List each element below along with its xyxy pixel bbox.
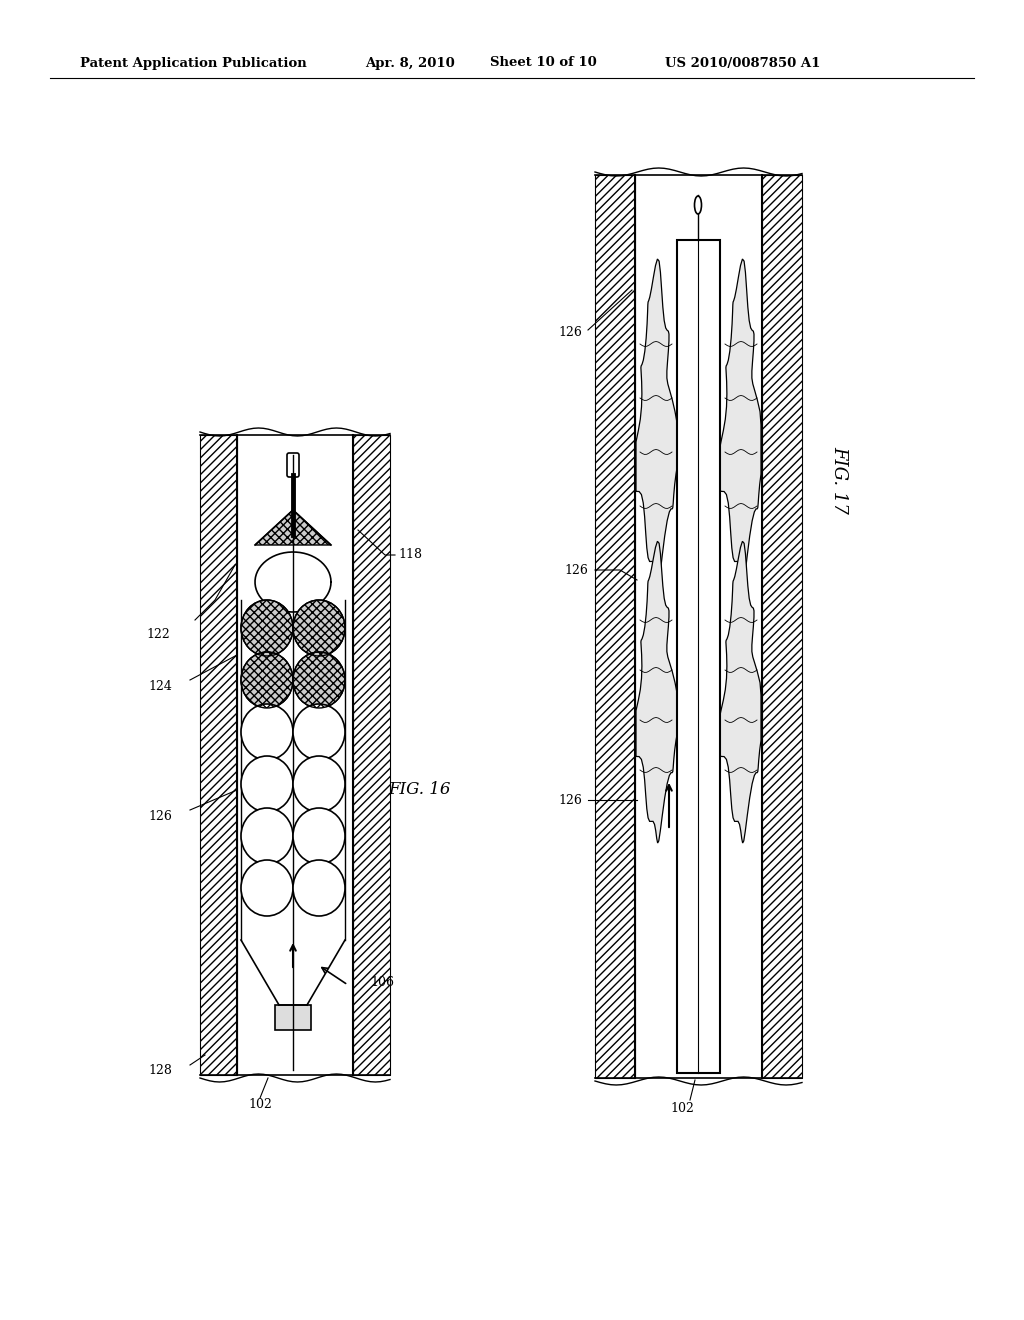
Ellipse shape <box>241 601 293 656</box>
Polygon shape <box>717 259 761 585</box>
Bar <box>677 240 720 1073</box>
Ellipse shape <box>241 652 293 708</box>
Ellipse shape <box>293 601 345 656</box>
Text: 126: 126 <box>558 793 582 807</box>
Bar <box>275 1005 311 1030</box>
Ellipse shape <box>694 195 701 214</box>
Bar <box>762 176 802 1078</box>
Text: 126: 126 <box>564 564 588 577</box>
Text: 124: 124 <box>148 680 172 693</box>
Text: 126: 126 <box>558 326 582 339</box>
Text: 102: 102 <box>670 1101 694 1114</box>
Text: FIG. 16: FIG. 16 <box>388 781 451 799</box>
Ellipse shape <box>293 861 345 916</box>
FancyBboxPatch shape <box>287 453 299 477</box>
Ellipse shape <box>293 808 345 865</box>
Text: 122: 122 <box>146 628 170 642</box>
Bar <box>353 436 390 1074</box>
Ellipse shape <box>293 704 345 760</box>
Ellipse shape <box>241 756 293 812</box>
Text: 118: 118 <box>398 548 422 561</box>
Ellipse shape <box>241 808 293 865</box>
Text: 126: 126 <box>148 809 172 822</box>
Ellipse shape <box>293 652 345 708</box>
Text: Apr. 8, 2010: Apr. 8, 2010 <box>365 57 455 70</box>
Bar <box>595 176 635 1078</box>
Text: Patent Application Publication: Patent Application Publication <box>80 57 307 70</box>
Text: Sheet 10 of 10: Sheet 10 of 10 <box>490 57 597 70</box>
Text: US 2010/0087850 A1: US 2010/0087850 A1 <box>665 57 820 70</box>
Text: FIG. 17: FIG. 17 <box>830 446 848 513</box>
Polygon shape <box>636 259 679 585</box>
Ellipse shape <box>293 756 345 812</box>
Text: 106: 106 <box>370 975 394 989</box>
Polygon shape <box>255 510 331 545</box>
Polygon shape <box>717 541 761 843</box>
Ellipse shape <box>241 704 293 760</box>
Text: 102: 102 <box>248 1098 272 1111</box>
Bar <box>200 436 237 1074</box>
Polygon shape <box>636 541 679 843</box>
Ellipse shape <box>241 861 293 916</box>
Text: 128: 128 <box>148 1064 172 1077</box>
